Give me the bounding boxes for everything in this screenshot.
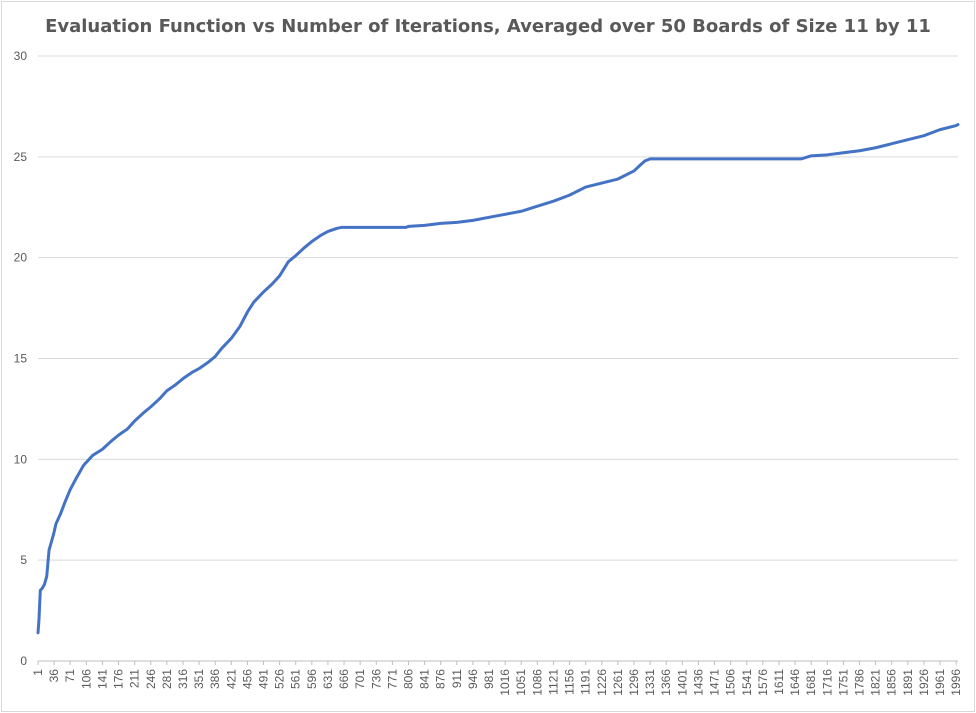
- y-tick-label: 20: [14, 251, 28, 265]
- y-tick-label: 30: [14, 49, 28, 63]
- chart-title: Evaluation Function vs Number of Iterati…: [45, 16, 931, 37]
- x-tick-label: 1996: [949, 669, 963, 696]
- x-tick-label: 771: [385, 669, 399, 689]
- x-tick-label: 316: [176, 669, 190, 689]
- x-tick-label: 1051: [514, 669, 528, 696]
- x-tick-label: 1891: [901, 669, 915, 696]
- x-tick-label: 1331: [643, 669, 657, 696]
- x-tick-label: 1856: [885, 669, 899, 696]
- x-tick-label: 806: [401, 669, 415, 689]
- x-tick-label: 1226: [595, 669, 609, 696]
- x-tick-label: 1: [31, 669, 45, 676]
- x-tick-label: 1821: [869, 669, 883, 696]
- x-tick-label: 1086: [530, 669, 544, 696]
- x-tick-label: 1716: [820, 669, 834, 696]
- x-tick-label: 141: [95, 669, 109, 689]
- x-tick-label: 1296: [627, 669, 641, 696]
- series-line: [36, 123, 960, 635]
- x-tick-label: 1506: [724, 669, 738, 696]
- x-tick-label: 1471: [708, 669, 722, 696]
- x-tick-label: 36: [47, 669, 61, 683]
- x-tick-label: 421: [224, 669, 238, 689]
- x-tick-label: 631: [321, 669, 335, 689]
- x-tick-label: 211: [128, 669, 142, 688]
- x-tick-label: 841: [418, 669, 432, 689]
- x-tick-label: 1786: [853, 669, 867, 696]
- x-tick-label: 1121: [546, 669, 560, 695]
- x-tick-label: 1261: [611, 669, 625, 696]
- x-tick-label: 1611: [772, 669, 786, 695]
- y-tick-label: 15: [14, 352, 28, 366]
- x-tick-label: 666: [337, 669, 351, 689]
- x-tick-label: 281: [160, 669, 174, 689]
- y-tick-label: 0: [20, 654, 27, 668]
- x-tick-label: 1016: [498, 669, 512, 696]
- x-tick-label: 491: [257, 669, 271, 689]
- x-tick-label: 701: [353, 669, 367, 689]
- x-tick-label: 1646: [788, 669, 802, 696]
- x-tick-label: 1191: [579, 669, 593, 695]
- x-tick-label: 561: [289, 669, 303, 689]
- x-tick-label: 981: [482, 669, 496, 689]
- x-tick-label: 1156: [563, 669, 577, 695]
- x-tick-label: 351: [192, 669, 206, 689]
- x-tick-label: 1401: [675, 669, 689, 696]
- x-tick-label: 1961: [933, 669, 947, 696]
- x-tick-label: 1541: [740, 669, 754, 696]
- x-tick-label: 246: [144, 669, 158, 689]
- x-tick-label: 176: [112, 669, 126, 689]
- x-tick-label: 1751: [836, 669, 850, 696]
- x-tick-label: 596: [305, 669, 319, 689]
- y-tick-label: 25: [14, 150, 28, 164]
- x-tick-label: 911: [450, 669, 464, 688]
- x-tick-label: 946: [466, 669, 480, 689]
- x-tick-label: 1576: [756, 669, 770, 696]
- x-tick-label: 1366: [659, 669, 673, 696]
- x-tick-label: 736: [369, 669, 383, 689]
- x-tick-label: 386: [208, 669, 222, 689]
- x-tick-label: 106: [79, 669, 93, 689]
- x-tick-label: 526: [273, 669, 287, 689]
- y-tick-label: 5: [20, 553, 27, 567]
- x-tick-label: 1436: [691, 669, 705, 696]
- x-tick-label: 876: [434, 669, 448, 689]
- x-tick-label: 71: [63, 669, 77, 683]
- x-tick-label: 1681: [804, 669, 818, 696]
- y-tick-label: 10: [14, 452, 28, 466]
- x-tick-label: 1926: [917, 669, 931, 696]
- x-tick-label: 456: [240, 669, 254, 689]
